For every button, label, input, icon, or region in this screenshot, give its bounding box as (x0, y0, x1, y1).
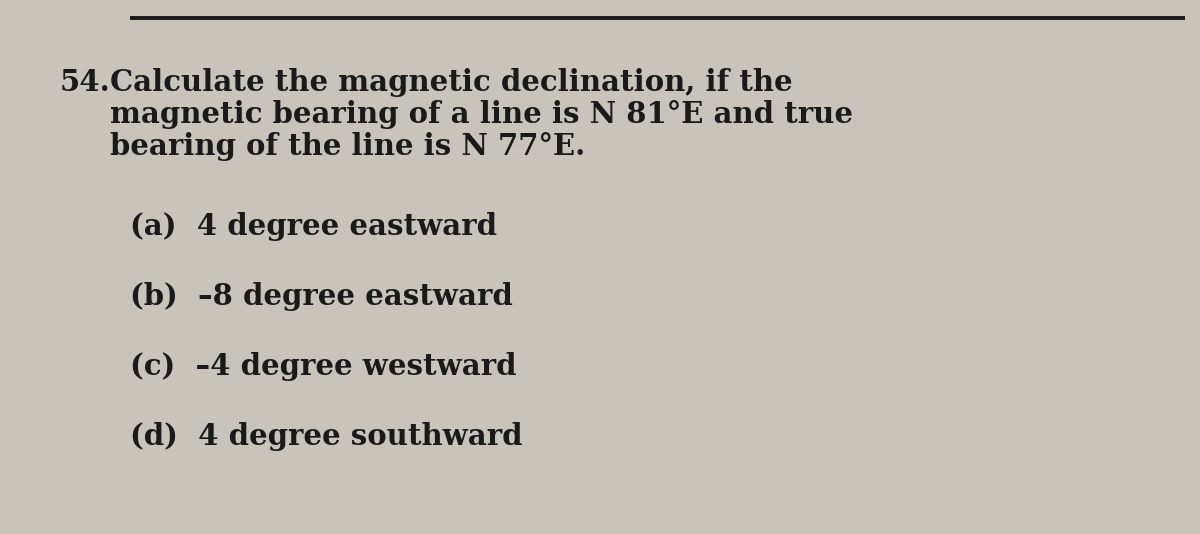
Text: magnetic bearing of a line is N 81°E and true: magnetic bearing of a line is N 81°E and… (110, 100, 853, 129)
Text: (a)  4 degree eastward: (a) 4 degree eastward (130, 212, 497, 241)
Text: (c)  –4 degree westward: (c) –4 degree westward (130, 352, 516, 381)
Text: 54.: 54. (60, 68, 110, 97)
Text: (d)  4 degree southward: (d) 4 degree southward (130, 422, 522, 451)
Text: Calculate the magnetic declination, if the: Calculate the magnetic declination, if t… (110, 68, 793, 97)
Text: bearing of the line is N 77°E.: bearing of the line is N 77°E. (110, 132, 586, 161)
Text: (b)  –8 degree eastward: (b) –8 degree eastward (130, 282, 512, 311)
